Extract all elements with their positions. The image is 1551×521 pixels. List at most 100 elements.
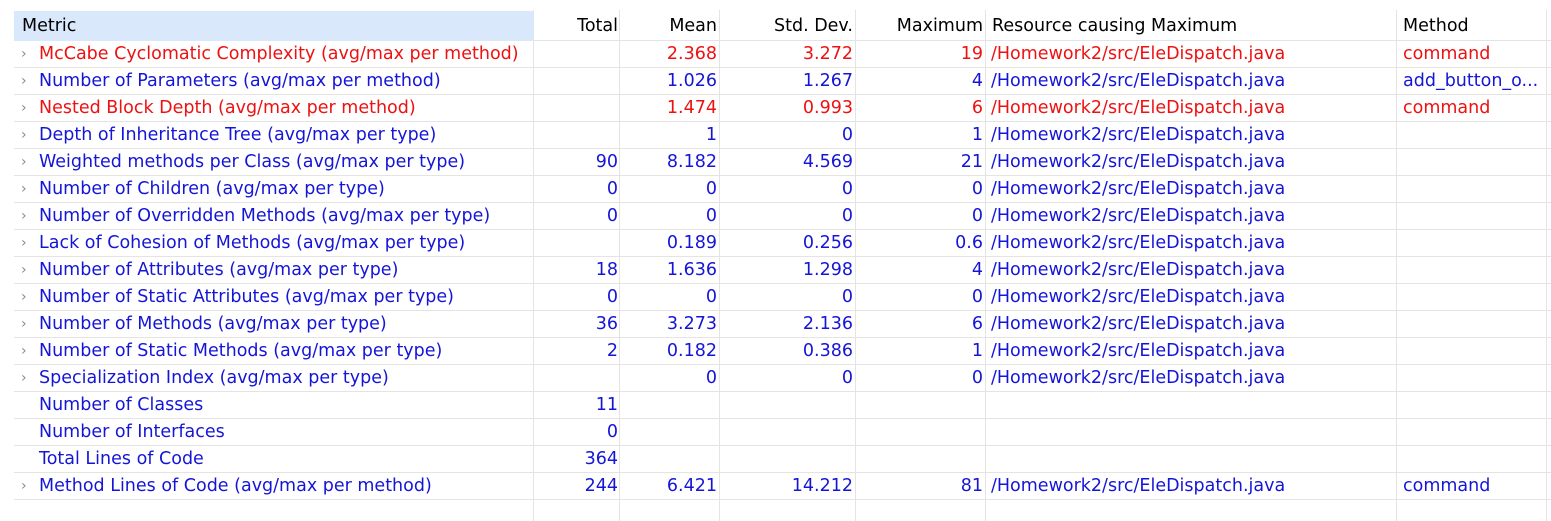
std-dev-cell: 0 [841,206,853,226]
method-cell [1403,203,1543,229]
mean-cell [620,446,717,472]
chevron-right-icon[interactable]: › [21,262,27,278]
header-maximum[interactable]: Maximum [896,16,983,36]
chevron-right-icon[interactable]: › [21,478,27,494]
total-cell: 364 [584,449,618,469]
chevron-right-icon[interactable]: › [21,100,27,116]
std-dev-cell: 1.267 [802,71,853,91]
header-method[interactable]: Method [1403,16,1469,36]
chevron-right-icon[interactable]: › [21,154,27,170]
mean-cell: 8.182 [666,152,717,172]
std-dev-cell: 0 [841,287,853,307]
method-cell [1403,311,1543,337]
table-row[interactable]: Number of Interfaces 0 [14,419,1551,446]
std-dev-cell: 0 [841,368,853,388]
metric-cell: Number of Attributes (avg/max per type) [39,260,399,280]
chevron-right-icon[interactable]: › [21,289,27,305]
table-row[interactable]: › Lack of Cohesion of Methods (avg/max pe… [14,230,1551,257]
std-dev-cell: 4.569 [802,152,853,172]
table-row[interactable]: › Number of Overridden Methods (avg/max p… [14,203,1551,230]
table-row[interactable]: › Number of Static Attributes (avg/max pe… [14,284,1551,311]
total-cell: 0 [606,422,618,442]
resource-cell: /Homework2/src/EleDispatch.java [991,260,1286,280]
mean-cell: 1.636 [666,260,717,280]
std-dev-cell [720,446,853,472]
resource-cell [991,419,1391,445]
mean-cell: 0 [705,206,717,226]
chevron-right-icon[interactable]: › [21,316,27,332]
maximum-cell [856,392,983,418]
column-divider[interactable] [1546,10,1547,521]
mean-cell: 1 [705,125,717,145]
maximum-cell: 21 [960,152,983,172]
std-dev-cell: 0.386 [802,341,853,361]
method-cell: add_button_o... [1403,71,1539,91]
chevron-right-icon[interactable]: › [21,370,27,386]
maximum-cell [856,419,983,445]
table-row[interactable]: › Number of Methods (avg/max per type) 36 3… [14,311,1551,338]
header-mean[interactable]: Mean [669,16,717,36]
header-total[interactable]: Total [577,16,618,36]
header-std-dev[interactable]: Std. Dev. [773,16,853,36]
method-cell [1403,284,1543,310]
std-dev-cell: 0.256 [802,233,853,253]
chevron-right-icon[interactable]: › [21,73,27,89]
metric-cell: Lack of Cohesion of Methods (avg/max per… [39,233,466,253]
maximum-cell [856,446,983,472]
chevron-right-icon[interactable]: › [21,127,27,143]
metric-cell: Number of Classes [39,395,204,415]
method-cell: command [1403,98,1491,118]
header-metric[interactable]: Metric [22,16,77,36]
resource-cell: /Homework2/src/EleDispatch.java [991,314,1286,334]
maximum-cell: 4 [971,260,983,280]
method-cell [1403,176,1543,202]
column-divider[interactable] [719,10,720,521]
header-resource[interactable]: Resource causing Maximum [992,16,1238,36]
total-cell [534,365,618,391]
mean-cell: 2.368 [666,44,717,64]
mean-cell: 0.189 [666,233,717,253]
method-cell [1403,446,1543,472]
table-row[interactable]: › Depth of Inheritance Tree (avg/max per … [14,122,1551,149]
table-row[interactable]: › McCabe Cyclomatic Complexity (avg/max p… [14,41,1551,68]
table-row[interactable]: › Number of Attributes (avg/max per type)… [14,257,1551,284]
method-cell [1403,338,1543,364]
chevron-right-icon[interactable]: › [21,46,27,62]
total-cell: 0 [606,287,618,307]
column-divider[interactable] [619,10,620,521]
metric-cell: Number of Static Methods (avg/max per ty… [39,341,443,361]
method-cell: command [1403,44,1491,64]
chevron-right-icon[interactable]: › [21,181,27,197]
metric-cell: Number of Methods (avg/max per type) [39,314,387,334]
resource-cell [991,392,1391,418]
table-row[interactable]: › Nested Block Depth (avg/max per method)… [14,95,1551,122]
column-divider[interactable] [533,10,534,521]
resource-cell: /Homework2/src/EleDispatch.java [991,98,1286,118]
table-row[interactable]: › Specialization Index (avg/max per type)… [14,365,1551,392]
metric-cell: Number of Overridden Methods (avg/max pe… [39,206,491,226]
column-divider[interactable] [985,10,986,521]
table-row[interactable]: › Number of Static Methods (avg/max per t… [14,338,1551,365]
table-row[interactable]: Total Lines of Code 364 [14,446,1551,473]
metric-cell: Total Lines of Code [39,449,204,469]
column-divider[interactable] [1396,10,1397,521]
table-row[interactable]: Number of Classes 11 [14,392,1551,419]
metric-cell: Method Lines of Code (avg/max per method… [39,476,432,496]
table-header: Metric Total Mean Std. Dev. Maximum Reso… [14,11,1551,41]
table-row[interactable]: › Method Lines of Code (avg/max per metho… [14,473,1551,500]
chevron-right-icon[interactable]: › [21,343,27,359]
table-row[interactable]: › Weighted methods per Class (avg/max per… [14,149,1551,176]
resource-cell: /Homework2/src/EleDispatch.java [991,125,1286,145]
resource-cell: /Homework2/src/EleDispatch.java [991,341,1286,361]
resource-cell [991,446,1391,472]
chevron-right-icon[interactable]: › [21,208,27,224]
column-divider[interactable] [855,10,856,521]
maximum-cell: 6 [971,314,983,334]
maximum-cell: 1 [971,341,983,361]
table-row[interactable]: › Number of Children (avg/max per type) 0 0… [14,176,1551,203]
mean-cell: 1.026 [666,71,717,91]
chevron-right-icon[interactable]: › [21,235,27,251]
table-row[interactable]: › Number of Parameters (avg/max per metho… [14,68,1551,95]
maximum-cell: 6 [971,98,983,118]
method-cell: command [1403,476,1491,496]
